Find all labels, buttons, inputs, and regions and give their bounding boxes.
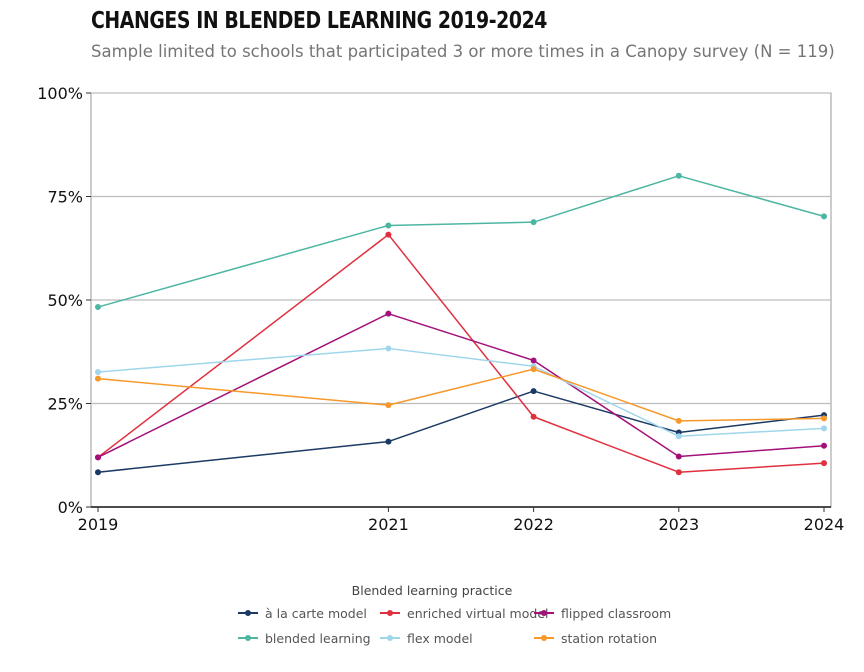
legend-key — [237, 607, 259, 619]
data-point-1-3 — [675, 469, 682, 476]
x-tick-label: 2023 — [658, 515, 699, 534]
x-tick-label: 2021 — [368, 515, 409, 534]
x-tick-label: 2022 — [513, 515, 554, 534]
series-line-3 — [97, 175, 825, 308]
legend-item: enriched virtual model — [379, 605, 548, 621]
data-point-4-1 — [385, 345, 392, 352]
legend-label: flex model — [407, 630, 473, 646]
data-point-1-4 — [821, 460, 827, 467]
legend-label: enriched virtual model — [407, 605, 549, 621]
legend-title: Blended learning practice — [351, 583, 513, 598]
legend-label: station rotation — [561, 630, 658, 646]
data-point-0-0 — [95, 469, 101, 476]
data-point-3-2 — [530, 219, 537, 226]
x-tick-label: 2024 — [804, 515, 845, 534]
series-line-2 — [97, 312, 825, 458]
legend-key — [533, 607, 555, 619]
data-point-1-2 — [530, 413, 537, 420]
series-line-1 — [97, 233, 825, 473]
legend-item: flipped classroom — [533, 605, 671, 621]
data-point-3-4 — [821, 213, 827, 220]
data-point-0-2 — [530, 388, 537, 395]
data-point-2-2 — [530, 357, 537, 364]
data-point-2-0 — [95, 454, 101, 461]
x-tick-label: 2019 — [78, 515, 119, 534]
legend-label: blended learning — [265, 630, 371, 646]
data-point-4-4 — [821, 425, 827, 432]
data-point-3-3 — [675, 172, 682, 179]
y-tick-label: 75% — [47, 188, 83, 207]
legend-key — [379, 607, 401, 619]
data-point-3-1 — [385, 222, 392, 229]
data-point-5-3 — [675, 417, 682, 424]
legend-key — [237, 632, 259, 644]
chart-title: Changes in Blended Learning 2019-2024 — [91, 8, 548, 34]
data-point-1-1 — [385, 231, 392, 238]
data-point-5-1 — [385, 402, 392, 409]
data-point-2-4 — [821, 442, 827, 449]
series-line-4 — [97, 347, 825, 437]
legend-key — [533, 632, 555, 644]
y-tick-label: 100% — [37, 84, 83, 103]
legend-key — [379, 632, 401, 644]
data-point-5-4 — [821, 415, 827, 422]
data-point-4-3 — [675, 433, 682, 440]
legend-item: flex model — [379, 630, 473, 646]
chart-subtitle: Sample limited to schools that participa… — [91, 42, 835, 61]
legend-label: flipped classroom — [561, 605, 672, 621]
legend-label: à la carte model — [265, 605, 367, 621]
y-tick-label: 0% — [58, 498, 83, 517]
legend-item: blended learning — [237, 630, 371, 646]
data-point-3-0 — [95, 304, 101, 311]
y-tick-label: 25% — [47, 395, 83, 414]
data-point-5-0 — [95, 375, 101, 382]
data-point-5-2 — [530, 366, 537, 373]
data-point-0-1 — [385, 438, 392, 445]
y-tick-label: 50% — [47, 291, 83, 310]
legend-item: station rotation — [533, 630, 657, 646]
legend-item: à la carte model — [237, 605, 367, 621]
data-point-2-1 — [385, 310, 392, 317]
series-line-5 — [97, 368, 825, 422]
data-point-4-0 — [95, 369, 101, 376]
data-point-2-3 — [675, 453, 682, 460]
